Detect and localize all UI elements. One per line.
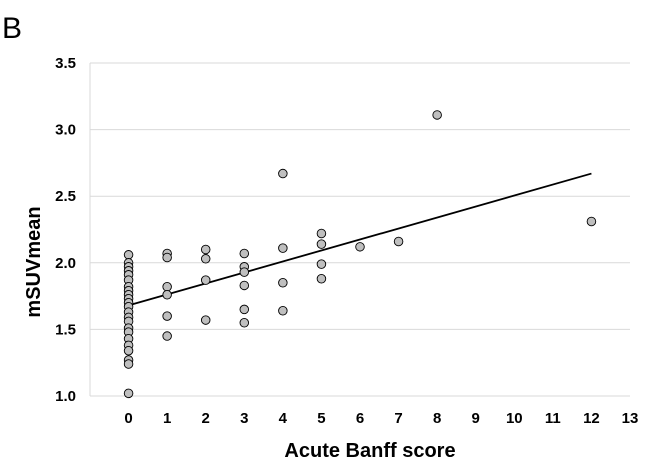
x-tick-label: 9: [472, 410, 480, 427]
x-tick-label: 6: [356, 410, 364, 427]
data-point: [239, 248, 250, 259]
data-points: [123, 110, 597, 399]
data-point: [278, 278, 288, 288]
data-point: [393, 236, 404, 247]
data-point: [162, 252, 172, 263]
data-point: [123, 250, 134, 260]
data-point: [432, 110, 442, 120]
y-tick-label: 1.5: [55, 321, 76, 338]
x-tick-label: 10: [506, 410, 523, 427]
data-point: [316, 239, 327, 249]
y-tick-label: 3.5: [55, 55, 76, 72]
x-tick-label: 7: [394, 410, 402, 427]
data-point: [162, 290, 172, 300]
data-point: [162, 282, 172, 292]
x-tick-label: 4: [279, 410, 288, 427]
gridlines: [90, 62, 630, 330]
x-tick-label: 1: [163, 410, 171, 427]
x-tick-label: 5: [317, 410, 325, 427]
x-axis-title: Acute Banff score: [284, 440, 455, 462]
x-tick-label: 3: [240, 410, 248, 427]
data-point: [123, 359, 134, 369]
data-point: [200, 275, 211, 285]
data-point: [162, 311, 172, 321]
y-axis-title: mSUVmean: [23, 206, 45, 317]
x-tick-labels: 0 1 2 3 4 5 6 7 8 9 10 11 12 13: [124, 410, 638, 427]
data-point: [239, 267, 250, 277]
data-point: [123, 388, 134, 399]
data-point: [123, 345, 134, 356]
trendline: [128, 172, 592, 307]
data-point: [316, 274, 327, 284]
x-tick-label: 13: [622, 410, 639, 427]
data-point: [200, 244, 211, 255]
x-tick-label: 0: [124, 410, 132, 427]
y-tick-label: 2.0: [55, 255, 76, 272]
x-tick-label: 8: [433, 410, 441, 427]
trendline-layer: [128, 172, 592, 307]
data-point: [355, 242, 365, 252]
y-tick-label: 3.0: [55, 122, 76, 139]
data-point: [200, 315, 211, 325]
data-point: [586, 216, 597, 227]
data-point: [278, 168, 288, 179]
data-point: [239, 317, 250, 328]
data-point: [239, 280, 250, 291]
y-tick-label: 2.5: [55, 188, 76, 205]
data-point: [316, 259, 327, 269]
x-tick-label: 2: [202, 410, 210, 427]
x-tick-label: 12: [583, 410, 600, 427]
data-point: [239, 304, 250, 315]
data-point: [200, 254, 211, 264]
x-tick-label: 11: [545, 410, 561, 427]
data-point: [278, 243, 288, 253]
data-point: [162, 331, 172, 341]
axes: [89, 63, 630, 397]
y-tick-labels: 1.0 1.5 2.0 2.5 3.0 3.5: [55, 55, 76, 405]
panel-label: B: [2, 12, 22, 45]
data-point: [278, 306, 288, 316]
y-tick-label: 1.0: [55, 388, 76, 405]
data-point: [316, 228, 327, 239]
